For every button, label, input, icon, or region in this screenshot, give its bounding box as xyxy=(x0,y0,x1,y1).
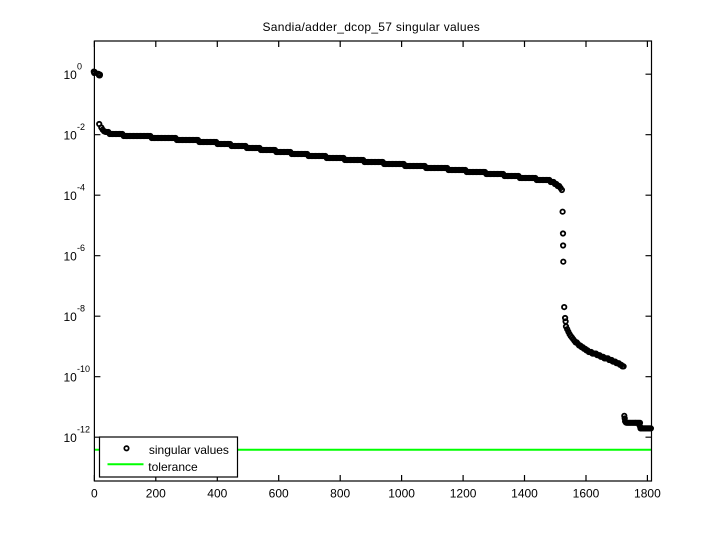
svg-text:0: 0 xyxy=(91,486,98,500)
svg-text:-10: -10 xyxy=(77,364,90,374)
svg-text:1200: 1200 xyxy=(450,486,477,500)
svg-text:tolerance: tolerance xyxy=(148,460,198,474)
svg-text:1600: 1600 xyxy=(573,486,600,500)
svg-text:-2: -2 xyxy=(77,122,85,132)
svg-text:10: 10 xyxy=(64,431,78,445)
svg-text:-4: -4 xyxy=(77,182,85,192)
svg-text:10: 10 xyxy=(64,249,78,263)
svg-text:10: 10 xyxy=(64,370,78,384)
svg-text:10: 10 xyxy=(64,189,78,203)
svg-text:singular values: singular values xyxy=(149,443,229,457)
svg-text:-6: -6 xyxy=(77,243,85,253)
svg-text:200: 200 xyxy=(146,486,166,500)
svg-text:10: 10 xyxy=(64,68,78,82)
svg-text:-8: -8 xyxy=(77,303,85,313)
svg-text:1800: 1800 xyxy=(634,486,661,500)
svg-text:-12: -12 xyxy=(77,424,90,434)
svg-text:0: 0 xyxy=(77,61,82,71)
svg-text:800: 800 xyxy=(330,486,350,500)
svg-text:10: 10 xyxy=(64,310,78,324)
svg-text:400: 400 xyxy=(207,486,227,500)
svg-text:1000: 1000 xyxy=(388,486,415,500)
svg-text:600: 600 xyxy=(269,486,289,500)
svg-text:10: 10 xyxy=(64,128,78,142)
svg-text:1400: 1400 xyxy=(511,486,538,500)
svg-text:Sandia/adder_dcop_57 singular: Sandia/adder_dcop_57 singular values xyxy=(263,20,481,34)
